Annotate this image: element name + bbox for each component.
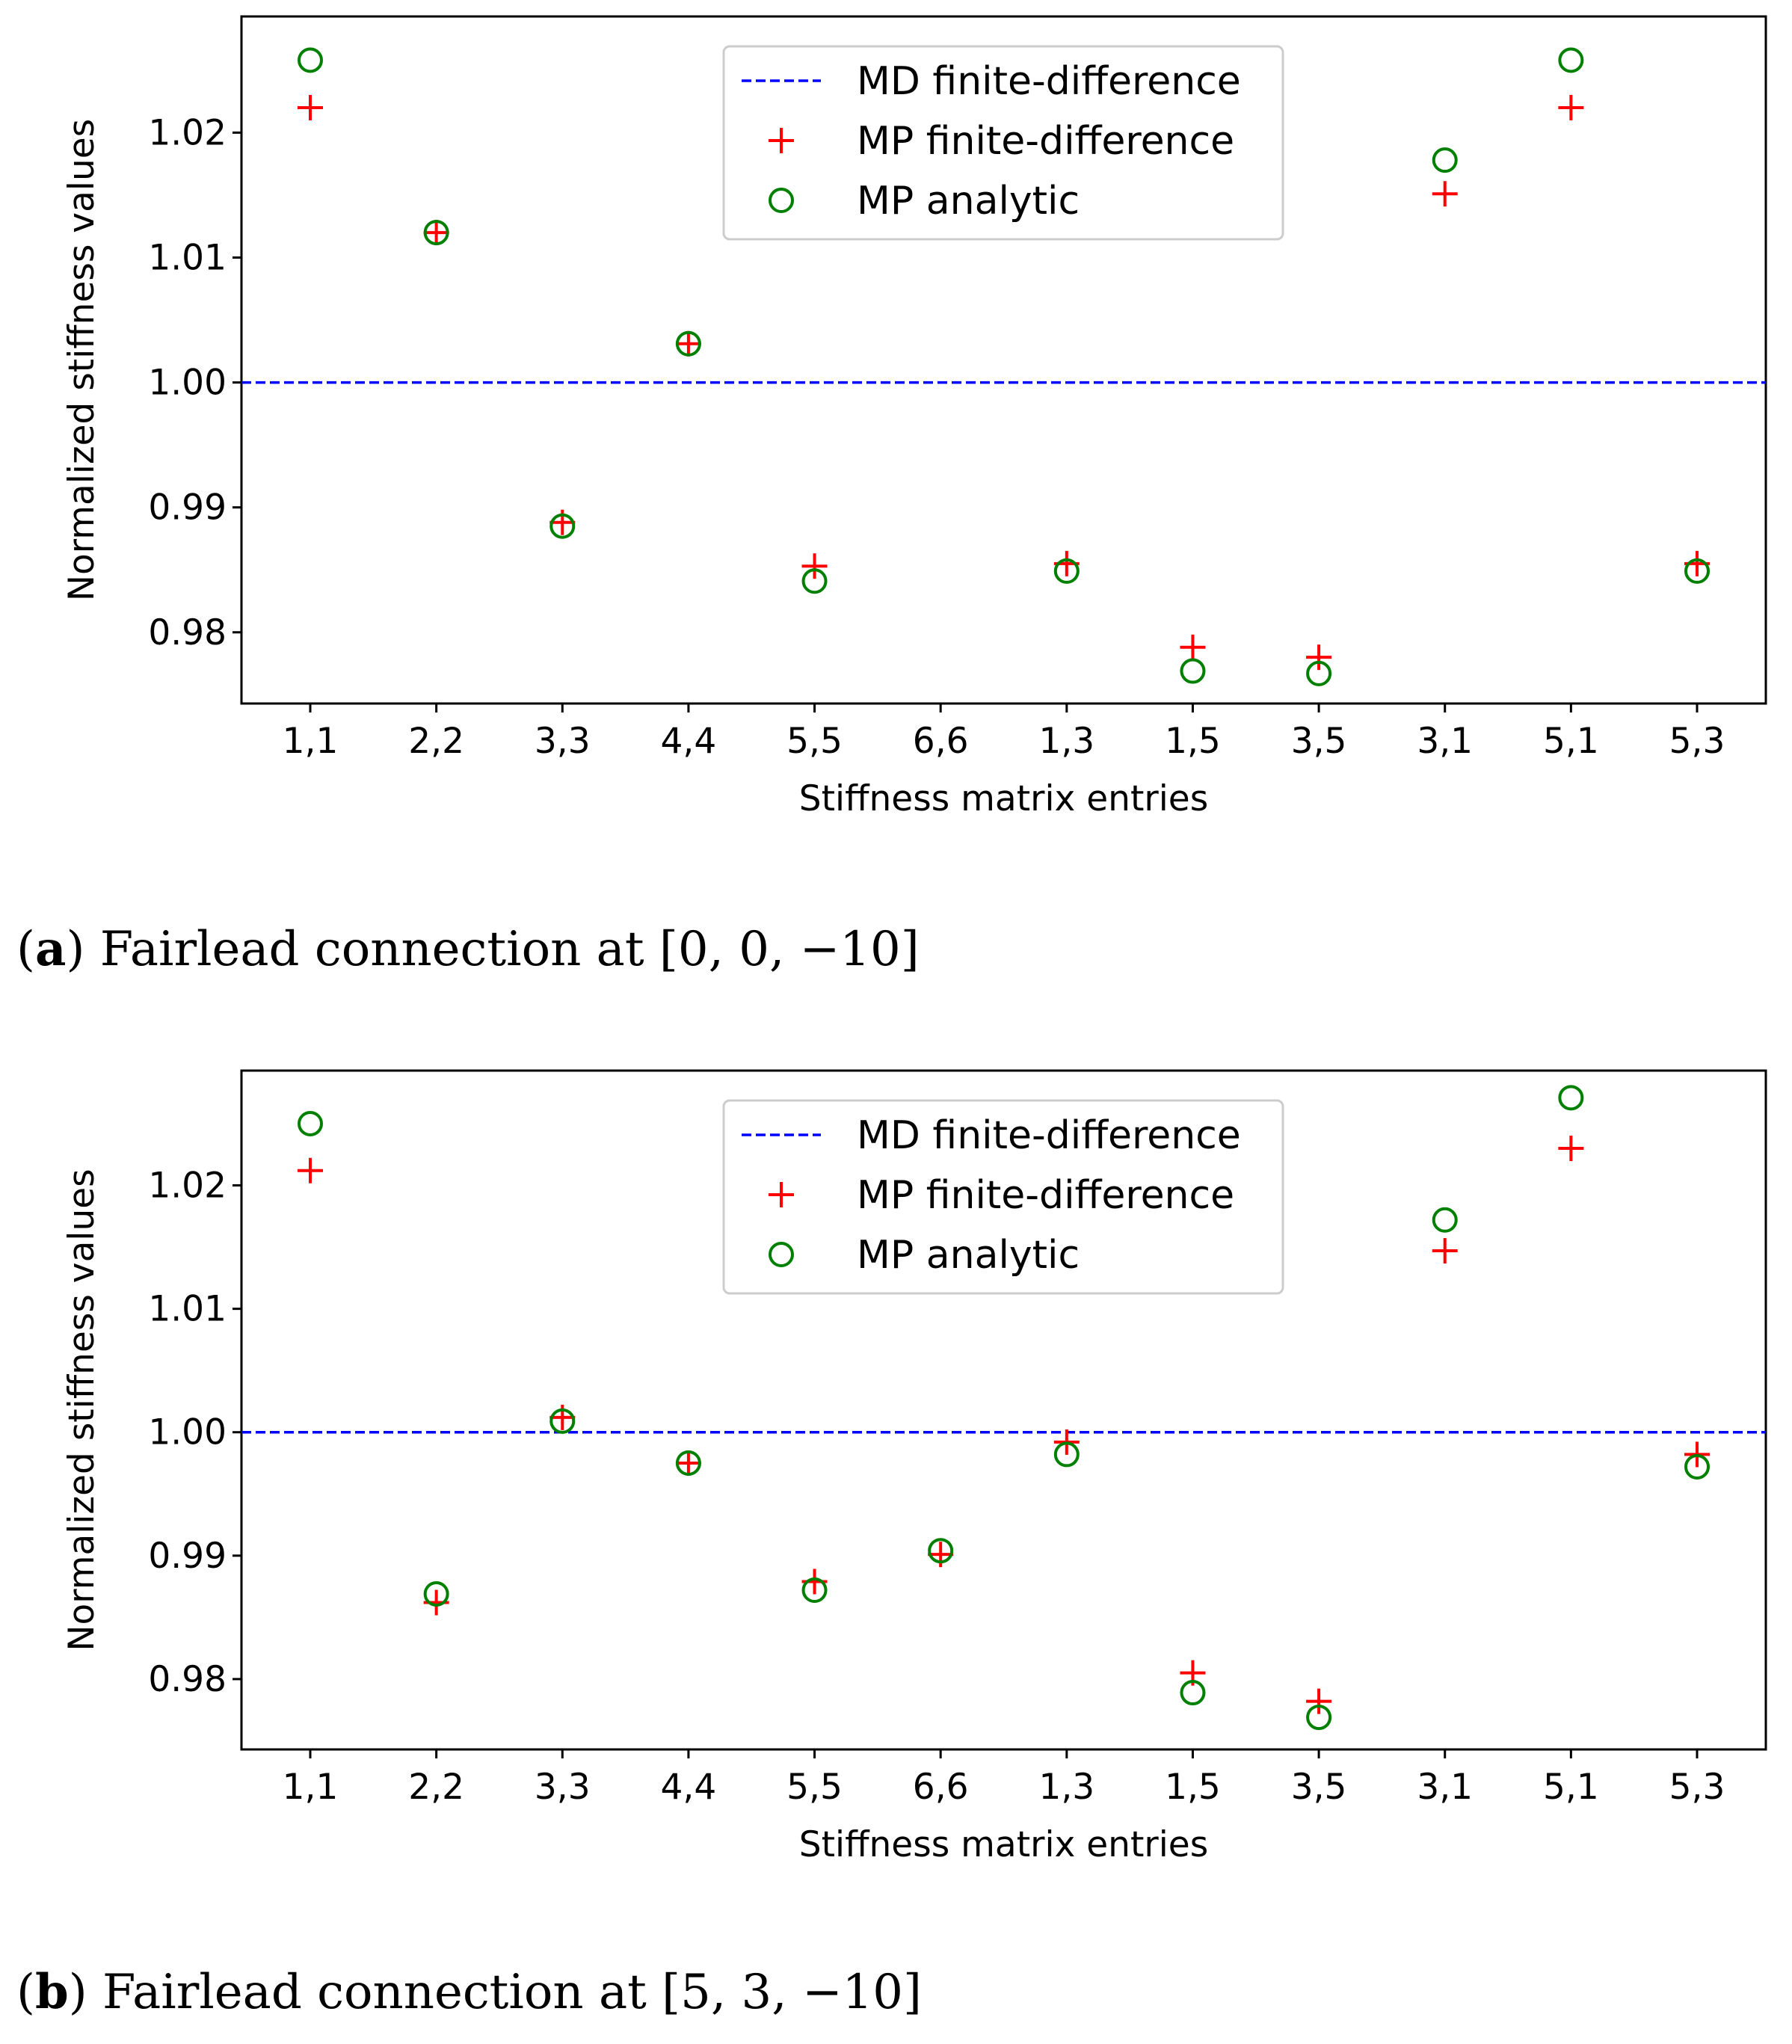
- mp-analytic-point: [1558, 1085, 1584, 1111]
- mp-analytic-point: [549, 513, 576, 539]
- x-tick-label: 3,5: [1291, 721, 1347, 762]
- legend-box: [722, 45, 1284, 241]
- y-tick-label: 1.01: [148, 1289, 227, 1330]
- x-axis-label: Stiffness matrix entries: [799, 1824, 1208, 1865]
- mp-finite-difference-point: [1558, 1136, 1584, 1162]
- legend-handle-circle: [769, 188, 794, 213]
- mp-analytic-point: [675, 330, 701, 357]
- mp-analytic-point: [1684, 1453, 1710, 1480]
- y-tick-label: 0.98: [148, 1659, 227, 1700]
- caption-b-text: Fairlead connection at [5, 3, −10]: [102, 1965, 922, 2020]
- caption-b-letter: b: [34, 1964, 69, 2020]
- axes-frame: [240, 15, 1767, 705]
- x-tick-label: 3,5: [1291, 1767, 1347, 1808]
- mp-analytic-point: [1432, 147, 1458, 173]
- legend-label: MP analytic: [857, 179, 1080, 224]
- y-tick-label: 0.99: [148, 487, 227, 529]
- x-tick-label: 5,3: [1669, 721, 1725, 762]
- caption-a-letter: a: [34, 921, 67, 977]
- mp-analytic-point: [423, 220, 449, 246]
- caption-a: (a) Fairlead connection at [0, 0, −10]: [16, 921, 920, 977]
- mp-analytic-point: [1558, 47, 1584, 73]
- mp-finite-difference-point: [801, 553, 828, 579]
- mp-analytic-point: [549, 1408, 576, 1434]
- x-tick-label: 1,5: [1165, 721, 1221, 762]
- x-axis-label: Stiffness matrix entries: [799, 778, 1208, 819]
- y-tick-label: 1.02: [148, 1166, 227, 1207]
- y-axis-label: Normalized stiffness values: [61, 119, 102, 601]
- mp-analytic-point: [1684, 558, 1710, 584]
- mp-analytic-point: [1180, 1680, 1206, 1706]
- mp-finite-difference-point: [1180, 634, 1206, 660]
- x-tick-label: 3,1: [1417, 1767, 1473, 1808]
- x-tick-label: 6,6: [913, 721, 969, 762]
- y-axis-label: Normalized stiffness values: [61, 1169, 102, 1651]
- y-tick-label: 1.00: [148, 1412, 227, 1453]
- mp-analytic-point: [298, 1110, 323, 1136]
- mp-analytic-point: [1432, 1207, 1458, 1233]
- y-tick-label: 1.02: [148, 112, 227, 153]
- x-tick-label: 2,2: [408, 721, 464, 762]
- legend-handle-plus: [769, 1182, 794, 1207]
- x-tick-label: 5,5: [786, 1767, 843, 1808]
- mp-analytic-point: [1053, 1441, 1080, 1468]
- mp-finite-difference-point: [675, 1450, 701, 1476]
- y-tick-label: 0.99: [148, 1536, 227, 1577]
- x-tick-label: 1,1: [283, 1767, 339, 1808]
- mp-finite-difference-point: [298, 94, 323, 120]
- mp-finite-difference-point: [1558, 94, 1584, 120]
- mp-analytic-point: [1306, 1705, 1332, 1731]
- x-tick-label: 4,4: [661, 721, 717, 762]
- x-tick-label: 1,5: [1165, 1767, 1221, 1808]
- caption-a-text: Fairlead connection at [0, 0, −10]: [99, 922, 920, 977]
- legend-label: MD finite-difference: [857, 59, 1241, 104]
- x-tick-label: 5,3: [1669, 1767, 1725, 1808]
- mp-analytic-point: [928, 1538, 954, 1564]
- x-tick-label: 2,2: [408, 1767, 464, 1808]
- legend-label: MP analytic: [857, 1233, 1080, 1278]
- legend-label: MP finite-difference: [857, 119, 1234, 164]
- x-tick-label: 3,3: [535, 721, 591, 762]
- legend: MD finite-difference MP finite-difference…: [722, 1099, 1284, 1295]
- chart-a: 0.98 0.99 1.00 1.01 1.02 1,1 2,2 3,3 4,4 5,5 6,6 1,…: [61, 15, 1767, 819]
- legend: MD finite-difference MP finite-difference…: [722, 45, 1284, 241]
- x-tick-label: 6,6: [913, 1767, 969, 1808]
- axes-frame: [240, 1069, 1767, 1751]
- legend-box: [722, 1099, 1284, 1295]
- mp-analytic-point: [423, 1580, 449, 1607]
- mp-finite-difference-point: [423, 220, 449, 246]
- x-tick-label: 5,5: [786, 721, 843, 762]
- x-tick-label: 5,1: [1543, 1767, 1599, 1808]
- legend-handle-circle: [769, 1242, 794, 1267]
- caption-b: (b) Fairlead connection at [5, 3, −10]: [16, 1964, 922, 2020]
- x-tick-label: 4,4: [661, 1767, 717, 1808]
- mp-analytic-point: [1306, 660, 1332, 686]
- legend-label: MP finite-difference: [857, 1173, 1234, 1218]
- y-tick-label: 1.00: [148, 363, 227, 404]
- x-tick-label: 3,1: [1417, 721, 1473, 762]
- x-tick-label: 1,3: [1038, 1767, 1094, 1808]
- mp-analytic-point: [801, 568, 828, 594]
- x-tick-label: 5,1: [1543, 721, 1599, 762]
- y-tick-label: 1.01: [148, 237, 227, 278]
- chart-b: 0.98 0.99 1.00 1.01 1.02 1,1 2,2 3,3 4,4 5,5 6,6 1,…: [61, 1069, 1767, 1865]
- mp-analytic-point: [1053, 558, 1080, 584]
- mp-finite-difference-point: [675, 330, 701, 357]
- mp-finite-difference-point: [1432, 181, 1458, 207]
- mp-analytic-point: [675, 1450, 701, 1476]
- mp-analytic-point: [801, 1577, 828, 1604]
- x-tick-label: 1,3: [1038, 721, 1094, 762]
- x-tick-label: 3,3: [535, 1767, 591, 1808]
- x-tick-label: 1,1: [283, 721, 339, 762]
- mp-finite-difference-point: [1306, 644, 1332, 671]
- mp-finite-difference-point: [1306, 1688, 1332, 1714]
- mp-analytic-point: [298, 47, 323, 73]
- legend-label: MD finite-difference: [857, 1113, 1241, 1158]
- mp-finite-difference-point: [1432, 1238, 1458, 1264]
- mp-finite-difference-point: [298, 1157, 323, 1183]
- mp-analytic-point: [1180, 658, 1206, 684]
- legend-handle-plus: [769, 128, 794, 153]
- y-tick-label: 0.98: [148, 612, 227, 653]
